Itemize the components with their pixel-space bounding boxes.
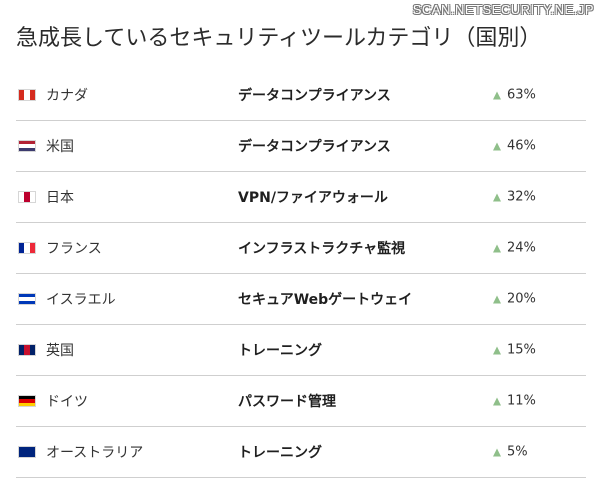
country-flag-icon	[18, 344, 36, 356]
country-label: 日本	[46, 190, 74, 206]
country-label: イスラエル	[46, 292, 116, 308]
category-label: トレーニング	[238, 343, 322, 359]
growth-value: 63%	[493, 88, 536, 103]
country-label: 米国	[46, 139, 74, 155]
category-label: VPN/ファイアウォール	[238, 190, 388, 206]
category-label: トレーニング	[238, 445, 322, 461]
country-label: ドイツ	[46, 394, 88, 410]
growth-value: 32%	[493, 190, 536, 205]
table-row: フランス インフラストラクチャ監視 24%	[16, 223, 586, 274]
country-flag-icon	[18, 191, 36, 203]
country-flag-icon	[18, 395, 36, 407]
growth-percent-label: 11%	[507, 393, 536, 409]
triangle-up-icon	[493, 91, 501, 99]
growth-percent-label: 5%	[507, 444, 528, 460]
growth-value: 5%	[493, 445, 528, 460]
growth-percent-label: 46%	[507, 138, 536, 154]
triangle-up-icon	[493, 448, 501, 456]
table-row: 日本 VPN/ファイアウォール 32%	[16, 172, 586, 223]
triangle-up-icon	[493, 397, 501, 405]
table-row: オーストラリア トレーニング 5%	[16, 427, 586, 478]
triangle-up-icon	[493, 346, 501, 354]
table-row: イスラエル セキュアWebゲートウェイ 20%	[16, 274, 586, 325]
table-row: ドイツ パスワード管理 11%	[16, 376, 586, 427]
country-flag-icon	[18, 89, 36, 101]
table-row: カナダ データコンプライアンス 63%	[16, 70, 586, 121]
growth-percent-label: 15%	[507, 342, 536, 358]
category-label: データコンプライアンス	[238, 88, 391, 104]
growth-table: カナダ データコンプライアンス 63% 米国 データコンプライアンス 46% 日本 VPN/フ…	[16, 70, 586, 478]
growth-percent-label: 24%	[507, 240, 536, 256]
growth-value: 24%	[493, 241, 536, 256]
chart-title: 急成長しているセキュリティツールカテゴリ（国別）	[16, 26, 542, 51]
growth-value: 46%	[493, 139, 536, 154]
growth-value: 20%	[493, 292, 536, 307]
growth-percent-label: 20%	[507, 291, 536, 307]
triangle-up-icon	[493, 142, 501, 150]
growth-percent-label: 32%	[507, 189, 536, 205]
country-label: オーストラリア	[46, 445, 144, 461]
country-flag-icon	[18, 446, 36, 458]
country-label: カナダ	[46, 88, 88, 104]
growth-value: 15%	[493, 343, 536, 358]
country-label: 英国	[46, 343, 74, 359]
site-watermark: SCAN.NETSECURITY.NE.JP	[412, 2, 594, 17]
table-row: 英国 トレーニング 15%	[16, 325, 586, 376]
category-label: インフラストラクチャ監視	[238, 241, 406, 257]
country-flag-icon	[18, 293, 36, 305]
table-row: 米国 データコンプライアンス 46%	[16, 121, 586, 172]
category-label: セキュアWebゲートウェイ	[238, 292, 413, 308]
triangle-up-icon	[493, 295, 501, 303]
category-label: データコンプライアンス	[238, 139, 391, 155]
category-label: パスワード管理	[238, 394, 336, 410]
growth-value: 11%	[493, 394, 536, 409]
triangle-up-icon	[493, 244, 501, 252]
growth-percent-label: 63%	[507, 87, 536, 103]
triangle-up-icon	[493, 193, 501, 201]
country-flag-icon	[18, 140, 36, 152]
country-flag-icon	[18, 242, 36, 254]
country-label: フランス	[46, 241, 102, 257]
